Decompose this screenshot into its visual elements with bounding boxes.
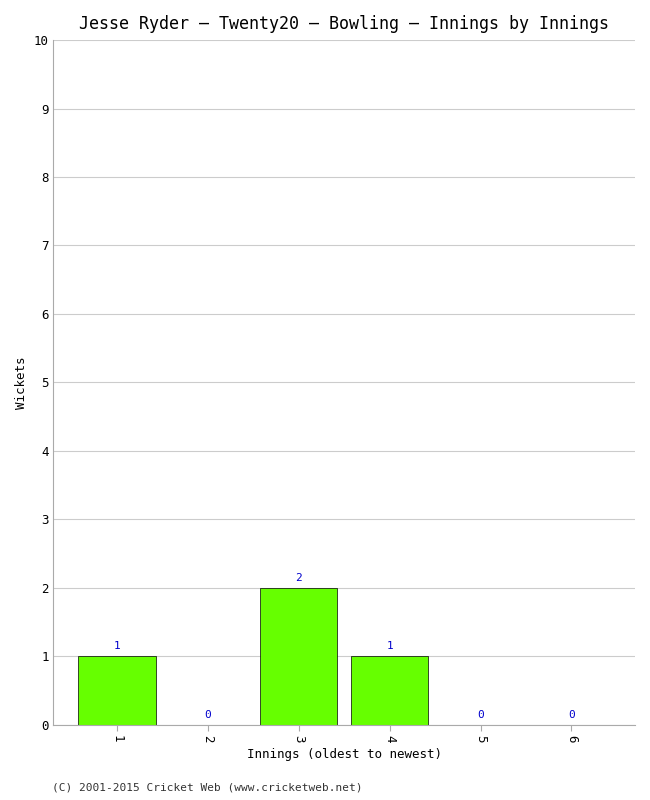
Bar [79, 656, 155, 725]
Text: 0: 0 [205, 710, 211, 720]
Title: Jesse Ryder – Twenty20 – Bowling – Innings by Innings: Jesse Ryder – Twenty20 – Bowling – Innin… [79, 15, 609, 33]
Text: (C) 2001-2015 Cricket Web (www.cricketweb.net): (C) 2001-2015 Cricket Web (www.cricketwe… [52, 782, 363, 792]
Y-axis label: Wickets: Wickets [15, 356, 28, 409]
Bar [260, 588, 337, 725]
Text: 1: 1 [386, 642, 393, 651]
Bar [351, 656, 428, 725]
X-axis label: Innings (oldest to newest): Innings (oldest to newest) [247, 748, 442, 761]
Text: 0: 0 [568, 710, 575, 720]
Text: 1: 1 [114, 642, 120, 651]
Text: 0: 0 [477, 710, 484, 720]
Text: 2: 2 [295, 573, 302, 583]
